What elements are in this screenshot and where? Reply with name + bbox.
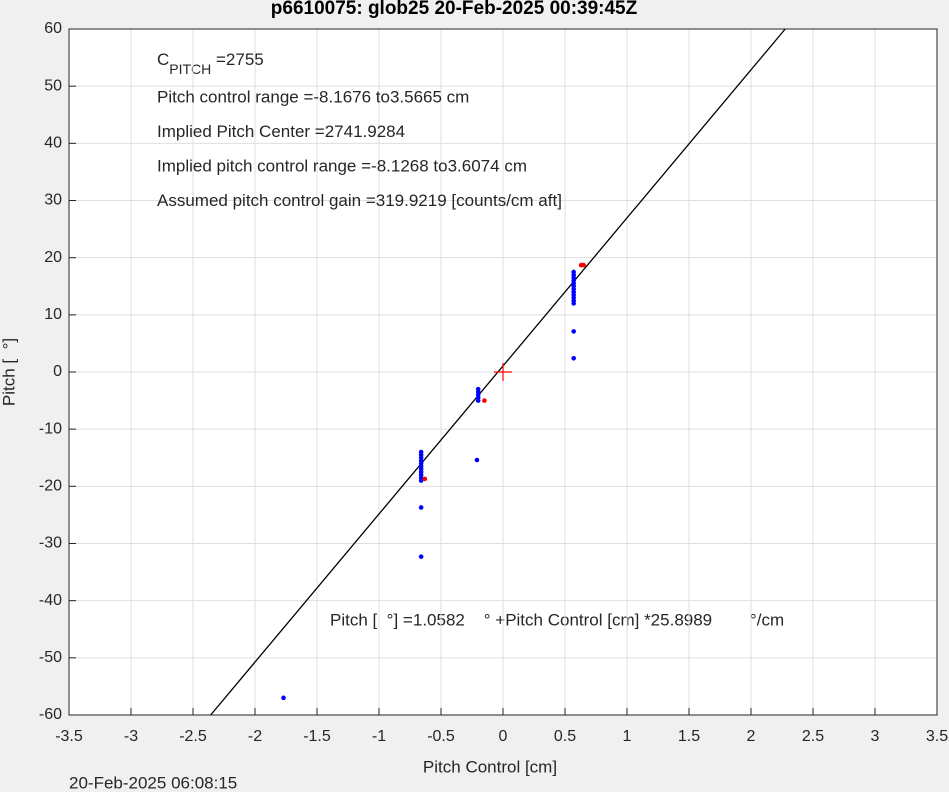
data-point [581,262,586,268]
axes-box [68,28,938,716]
data-point [571,329,576,334]
annotation: Implied Pitch Center =2741.9284 [157,122,405,141]
y-tick-label: 30 [44,192,62,209]
x-tick-label: -2 [248,728,262,745]
y-tick-label: -20 [39,478,62,495]
timestamp: 20-Feb-2025 06:08:15 [69,773,237,792]
y-tick-label: 10 [44,306,62,323]
x-tick-label: -1.5 [303,728,331,745]
y-tick-label: -40 [39,592,62,609]
x-tick-label: -3 [124,728,138,745]
y-tick-label: 40 [44,135,62,152]
y-tick-label: -30 [39,535,62,552]
annotations: CPITCH =2755 Pitch [ °] =1.0582 ° +Pitch… [157,50,784,629]
y-tick-label: -10 [39,420,62,437]
x-tick-label: 2.5 [802,728,824,745]
annotation: Pitch control range =-8.1676 to3.5665 cm [157,87,469,106]
data-point [418,554,424,559]
y-tick-label: -60 [39,706,62,723]
x-tick-label: -1 [372,728,386,745]
data-point [482,398,487,403]
y-tick-label: 0 [53,363,62,380]
data-point [475,398,481,403]
x-tick-label: 2 [747,728,756,745]
annotation: Pitch [ °] =1.0582 ° +Pitch Control [cm]… [330,610,784,629]
data-point [418,505,424,510]
x-tick-label: -2.5 [179,728,207,745]
y-tick-label: 20 [44,249,62,266]
x-tick-label: 1 [623,728,632,745]
x-tick-label: 3.5 [926,728,948,745]
y-tick-label: 50 [44,77,62,94]
data-point [571,269,576,275]
annotation: Assumed pitch control gain =319.9219 [co… [157,191,562,210]
annotation-part: PITCH [169,61,211,77]
x-tick-label: 3 [871,728,880,745]
annotation: CPITCH =2755 [157,50,264,76]
data-point [571,355,576,361]
y-tick-label: -50 [39,649,62,666]
x-tick-label: -3.5 [55,728,83,745]
data-point [474,457,480,463]
center-marker [494,363,512,381]
data-point [418,478,424,483]
chart-title: p6610075: glob25 20-Feb-2025 00:39:45Z [271,0,638,19]
data-point [422,476,428,482]
x-axis-label: Pitch Control [cm] [423,757,557,776]
annotation-part: C [157,50,169,69]
data-point [281,695,286,701]
x-tick-label: 1.5 [678,728,700,745]
annotation: Implied pitch control range =-8.1268 to3… [157,156,527,175]
y-tick-label: 60 [44,20,62,37]
annotation-part: =2755 [211,50,263,69]
y-axis-label: Pitch [ °] [0,338,18,406]
x-tick-label: 0 [499,728,508,745]
x-tick-label: -0.5 [427,728,455,745]
x-tick-label: 0.5 [554,728,576,745]
